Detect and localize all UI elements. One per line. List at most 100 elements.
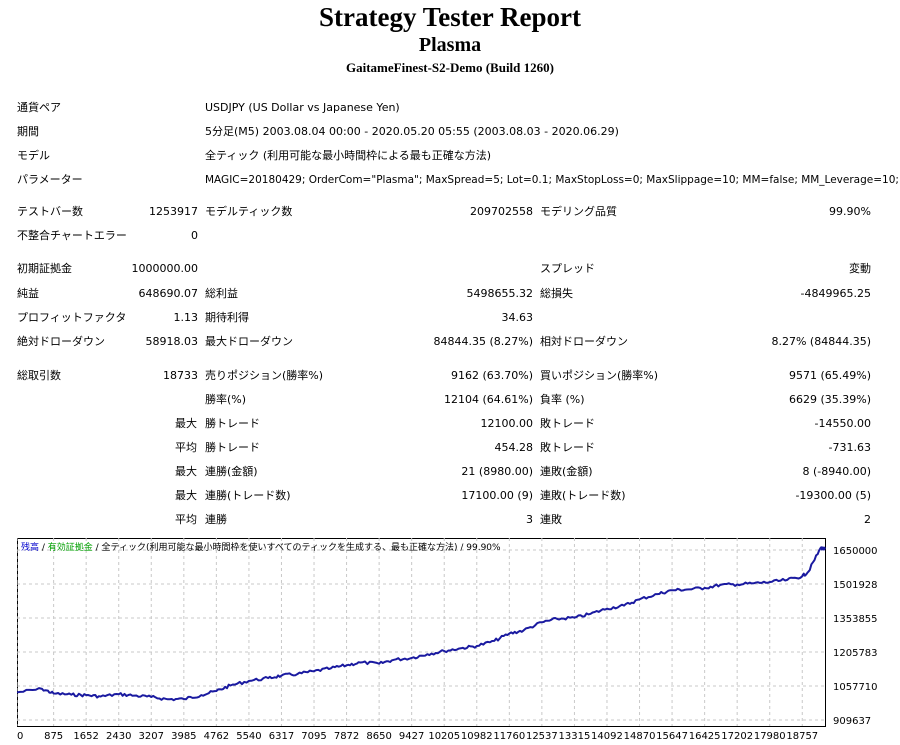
mismatch-label: 不整合チャートエラー: [17, 229, 127, 242]
x-tick-label: 10205: [428, 731, 460, 742]
x-tick-label: 1652: [73, 731, 98, 742]
quality-label: モデリング品質: [540, 205, 617, 218]
avg-win-label: 勝トレード: [205, 441, 260, 454]
y-tick-label: 909637: [833, 716, 871, 727]
largest-loss-value: -14550.00: [814, 417, 871, 430]
rel-dd-label: 相対ドローダウン: [540, 335, 628, 348]
max-prefix-1: 最大: [175, 417, 197, 430]
balance-line: [17, 546, 826, 702]
avg-consec-win-label: 連勝: [205, 513, 227, 526]
loss-pct-value: 6629 (35.39%): [788, 393, 871, 406]
bars-value: 1253917: [149, 205, 198, 218]
params-label: パラメーター: [17, 173, 83, 186]
period-label: 期間: [17, 125, 39, 138]
largest-win-value: 12100.00: [480, 417, 534, 430]
x-tick-label: 9427: [399, 731, 424, 742]
avg-consec-win-value: 3: [526, 513, 533, 526]
x-tick-label: 4762: [204, 731, 229, 742]
largest-loss-label: 敗トレード: [540, 417, 595, 430]
model-value: 全ティック (利用可能な最小時間枠による最も正確な方法): [205, 149, 492, 162]
net-label: 純益: [17, 287, 39, 300]
pf-value: 1.13: [173, 311, 199, 324]
y-tick-label: 1650000: [833, 546, 878, 557]
x-tick-label: 7095: [301, 731, 326, 742]
loss-pct-label: 負率 (%): [540, 393, 585, 406]
gross-profit-label: 総利益: [205, 287, 238, 300]
rel-dd-value: 8.27% (84844.35): [771, 335, 871, 348]
y-tick-label: 1205783: [833, 648, 878, 659]
long-label: 買いポジション(勝率%): [540, 369, 659, 382]
quality-value: 99.90%: [829, 205, 871, 218]
max-prefix-3: 最大: [175, 489, 197, 502]
x-tick-label: 8650: [366, 731, 391, 742]
x-tick-label: 14870: [624, 731, 656, 742]
expected-value: 34.63: [501, 311, 534, 324]
server-name: GaitameFinest-S2-Demo (Build 1260): [346, 60, 554, 75]
avg-prefix-1: 平均: [175, 441, 197, 454]
legend-balance: 残高: [21, 541, 39, 553]
deposit-value: 1000000.00: [131, 262, 198, 275]
max-consec-win-value: 21 (8980.00): [461, 465, 533, 478]
largest-win-label: 勝トレード: [205, 417, 260, 430]
max-consec-win-label: 連勝(金額): [205, 465, 258, 478]
x-tick-label: 3207: [139, 731, 164, 742]
x-tick-label: 17202: [721, 731, 753, 742]
max-consec-loss-label: 連敗(金額): [540, 465, 593, 478]
abs-dd-value: 58918.03: [145, 335, 199, 348]
x-tick-label: 14092: [591, 731, 623, 742]
avg-consec-loss-label: 連敗: [540, 513, 562, 526]
ticks-label: モデルティック数: [205, 205, 293, 218]
long-value: 9571 (65.49%): [788, 369, 871, 382]
params-value: MAGIC=20180429; OrderCom="Plasma"; MaxSp…: [205, 174, 899, 186]
avg-win-value: 454.28: [494, 441, 534, 454]
period-value: 5分足(M5) 2003.08.04 00:00 - 2020.05.20 05…: [205, 125, 619, 138]
y-axis-labels: 909637 1057710 1205783 1353855 1501928 165000…: [833, 546, 878, 727]
pair-value: USDJPY (US Dollar vs Japanese Yen): [205, 101, 400, 114]
bars-label: テストバー数: [17, 205, 83, 218]
gross-profit-value: 5498655.32: [466, 287, 533, 300]
x-axis-labels: 0 875 1652 2430 3207 3985 4762 5540 6317 7095 7872…: [17, 731, 818, 742]
mismatch-value: 0: [191, 229, 198, 242]
net-value: 648690.07: [138, 287, 199, 300]
short-label: 売りポジション(勝率%): [205, 369, 324, 382]
x-tick-label: 6317: [269, 731, 294, 742]
max-dd-label: 最大ドローダウン: [205, 335, 293, 348]
legend-description: / 全ティック(利用可能な最小時間枠を使いすべてのティックを生成する、最も正確な…: [93, 541, 501, 553]
x-tick-label: 15647: [656, 731, 688, 742]
avg-prefix-2: 平均: [175, 513, 197, 526]
x-tick-label: 7872: [334, 731, 359, 742]
abs-dd-label: 絶対ドローダウン: [17, 335, 105, 348]
ticks-value: 209702558: [470, 205, 533, 218]
x-tick-label: 12537: [526, 731, 558, 742]
max-dd-value: 84844.35 (8.27%): [433, 335, 533, 348]
total-trades-label: 総取引数: [17, 369, 61, 382]
x-tick-label: 18757: [786, 731, 818, 742]
max-consec-loss-value: 8 (-8940.00): [802, 465, 871, 478]
report-title: Strategy Tester Report: [319, 2, 581, 32]
y-tick-label: 1353855: [833, 614, 878, 625]
expected-label: 期待利得: [205, 311, 249, 324]
x-tick-label: 0: [17, 731, 23, 742]
x-tick-label: 875: [44, 731, 63, 742]
x-tick-label: 17980: [754, 731, 786, 742]
max-consec-profit-label: 連勝(トレード数): [205, 489, 291, 502]
pair-label: 通貨ペア: [17, 101, 61, 114]
total-trades-value: 18733: [163, 369, 198, 382]
max-consec-lossamt-label: 連敗(トレード数): [540, 489, 626, 502]
win-pct-value: 12104 (64.61%): [443, 393, 533, 406]
max-prefix-2: 最大: [175, 465, 197, 478]
spread-label: スプレッド: [540, 262, 595, 275]
deposit-label: 初期証拠金: [17, 262, 72, 275]
x-tick-label: 2430: [106, 731, 131, 742]
win-pct-label: 勝率(%): [205, 393, 247, 406]
x-tick-label: 16425: [689, 731, 721, 742]
avg-consec-loss-value: 2: [864, 513, 871, 526]
balance-chart: 残高 / 有効証拠金 / 全ティック(利用可能な最小時間枠を使いすべてのティック…: [17, 538, 878, 742]
gross-loss-label: 総損失: [540, 287, 573, 300]
chart-legend: 残高 / 有効証拠金 / 全ティック(利用可能な最小時間枠を使いすべてのティック…: [21, 541, 501, 553]
x-tick-label: 5540: [236, 731, 261, 742]
y-tick-label: 1057710: [833, 682, 878, 693]
model-label: モデル: [17, 149, 50, 162]
pf-label: プロフィットファクタ: [17, 311, 127, 324]
x-tick-label: 3985: [171, 731, 196, 742]
